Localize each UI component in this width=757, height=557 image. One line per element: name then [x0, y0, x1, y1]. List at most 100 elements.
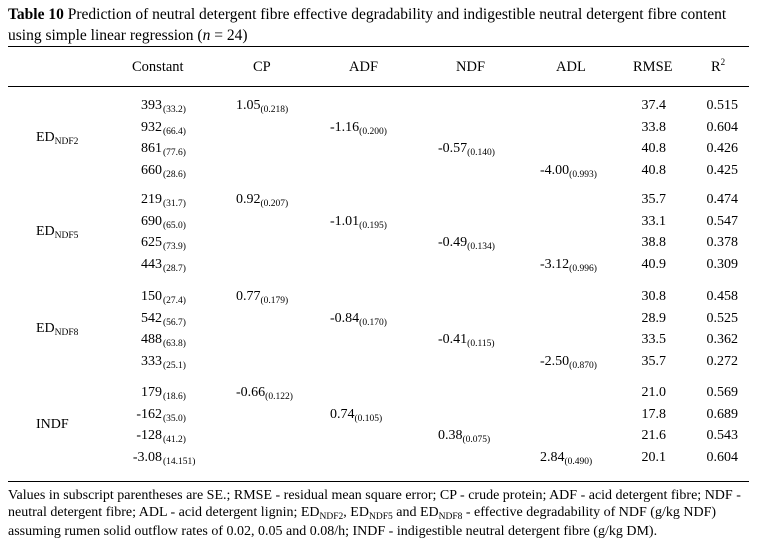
- cell-constant-se: (28.7): [163, 257, 186, 274]
- footnote-part-4: - effective degradability of NDF (g/kg N…: [8, 505, 717, 539]
- cell-constant-se: (25.1): [163, 354, 186, 371]
- cell-rmse: 33.8: [641, 119, 667, 135]
- cell-constant-se: (27.4): [163, 289, 186, 306]
- cell-r2: 0.272: [706, 353, 739, 369]
- header-r2-base: R: [711, 59, 721, 75]
- footnote-sub-1: NDF2: [319, 512, 344, 522]
- cell-adl: -2.50(0.870): [540, 354, 597, 371]
- se-subscript: (0.218): [260, 105, 289, 115]
- cell-cp: 0.92(0.207): [236, 192, 288, 209]
- coef-value: -0.84: [330, 310, 360, 326]
- table-caption: Table 10 Prediction of neutral detergent…: [8, 4, 748, 46]
- se-subscript: (0.170): [359, 317, 387, 328]
- cell-r2: 0.689: [706, 406, 739, 422]
- se-subscript: (33.2): [163, 105, 186, 115]
- row-group-label-sub: NDF8: [54, 328, 79, 339]
- se-subscript: (0.993): [569, 169, 597, 180]
- se-subscript: (0.207): [260, 199, 289, 209]
- cell-r2: 0.547: [706, 213, 739, 229]
- cell-constant-se: (63.8): [163, 332, 186, 349]
- cell-rmse: 20.1: [641, 449, 667, 465]
- cell-constant-se: (18.6): [163, 385, 186, 402]
- header-r2-sup: 2: [720, 57, 726, 67]
- se-subscript: (63.8): [163, 339, 186, 349]
- row-group-label-base: ED: [36, 321, 55, 337]
- se-subscript: (0.122): [265, 392, 293, 402]
- cell-r2: 0.474: [706, 192, 739, 207]
- se-subscript: (0.140): [467, 148, 495, 158]
- cell-r2: 0.362: [706, 332, 739, 347]
- row-group-label: EDNDF8: [36, 321, 78, 338]
- se-subscript: (28.6): [163, 169, 186, 180]
- cell-constant: 443: [141, 256, 162, 272]
- cell-adf: 0.74(0.105): [330, 407, 382, 424]
- se-subscript: (56.7): [163, 317, 186, 328]
- row-group-label-base: INDF: [36, 417, 69, 433]
- cell-ndf: -0.41(0.115): [438, 332, 495, 349]
- caption-text-1: Prediction of neutral detergent fibre ef…: [8, 6, 727, 44]
- se-subscript: (0.075): [462, 435, 491, 445]
- header-ndf: NDF: [456, 59, 486, 75]
- se-subscript: (0.115): [467, 339, 495, 349]
- cell-rmse: 21.6: [641, 428, 667, 443]
- cell-r2: 0.604: [706, 119, 739, 135]
- cell-rmse: 35.7: [641, 192, 667, 207]
- se-subscript: (0.490): [564, 456, 593, 467]
- cell-constant-se: (66.4): [163, 120, 186, 137]
- coef-value: -2.50: [540, 353, 570, 369]
- cell-r2: 0.604: [706, 449, 739, 465]
- footnote-sub-2: NDF5: [368, 512, 393, 522]
- cell-constant: 690: [141, 213, 162, 229]
- se-subscript: (0.996): [569, 263, 597, 274]
- se-subscript: (31.7): [163, 199, 186, 209]
- cell-ndf: 0.38(0.075): [438, 428, 490, 445]
- cell-constant: 625: [141, 235, 162, 250]
- cell-constant: 542: [141, 310, 162, 326]
- se-subscript: (66.4): [163, 126, 186, 137]
- cell-adf: -1.01(0.195): [330, 214, 387, 231]
- cell-rmse: 40.9: [641, 256, 667, 272]
- cell-constant: 488: [141, 332, 162, 347]
- cell-rmse: 28.9: [641, 310, 667, 326]
- cell-constant: 861: [141, 141, 162, 156]
- cell-constant: 179: [141, 385, 162, 400]
- cell-r2: 0.309: [706, 256, 739, 272]
- cell-rmse: 21.0: [641, 385, 667, 400]
- footnote-sub-3: NDF8: [438, 512, 463, 522]
- se-subscript: (14.151): [163, 456, 196, 467]
- cell-constant-se: (65.0): [163, 214, 186, 231]
- cell-adl: -3.12(0.996): [540, 257, 597, 274]
- coef-value: -0.49: [438, 235, 468, 250]
- se-subscript: (0.870): [569, 360, 597, 371]
- coef-value: -1.01: [330, 213, 360, 229]
- caption-n: n: [202, 27, 211, 44]
- coef-value: 0.38: [438, 428, 463, 443]
- coef-value: -4.00: [540, 162, 570, 178]
- header-constant: Constant: [132, 59, 184, 75]
- cell-r2: 0.569: [706, 385, 739, 400]
- cell-constant-se: (41.2): [163, 428, 186, 445]
- cell-constant-se: (77.6): [163, 141, 186, 158]
- cell-cp: -0.66(0.122): [236, 385, 293, 402]
- row-group-label: EDNDF5: [36, 224, 78, 241]
- cell-constant: 219: [141, 192, 162, 207]
- cell-r2: 0.543: [706, 428, 739, 443]
- coef-value: -0.57: [438, 141, 468, 156]
- coef-value: -0.41: [438, 332, 468, 347]
- header-rmse: RMSE: [633, 59, 673, 75]
- cell-constant: 393: [141, 98, 162, 113]
- coef-value: 1.05: [236, 98, 261, 113]
- footnote-part-2: , ED: [343, 505, 369, 520]
- header-cp: CP: [253, 59, 271, 75]
- cell-constant: -162: [136, 406, 162, 422]
- row-group-label: INDF: [36, 417, 69, 433]
- se-subscript: (25.1): [163, 360, 186, 371]
- cell-adf: -1.16(0.200): [330, 120, 387, 137]
- cell-rmse: 40.8: [641, 141, 667, 156]
- cell-adl: 2.84(0.490): [540, 450, 592, 467]
- coef-value: 0.77: [236, 289, 261, 304]
- footnote-part-3: and ED: [392, 505, 439, 520]
- caption-text-2: = 24): [210, 27, 248, 44]
- se-subscript: (0.200): [359, 126, 387, 137]
- header-adl: ADL: [556, 59, 586, 75]
